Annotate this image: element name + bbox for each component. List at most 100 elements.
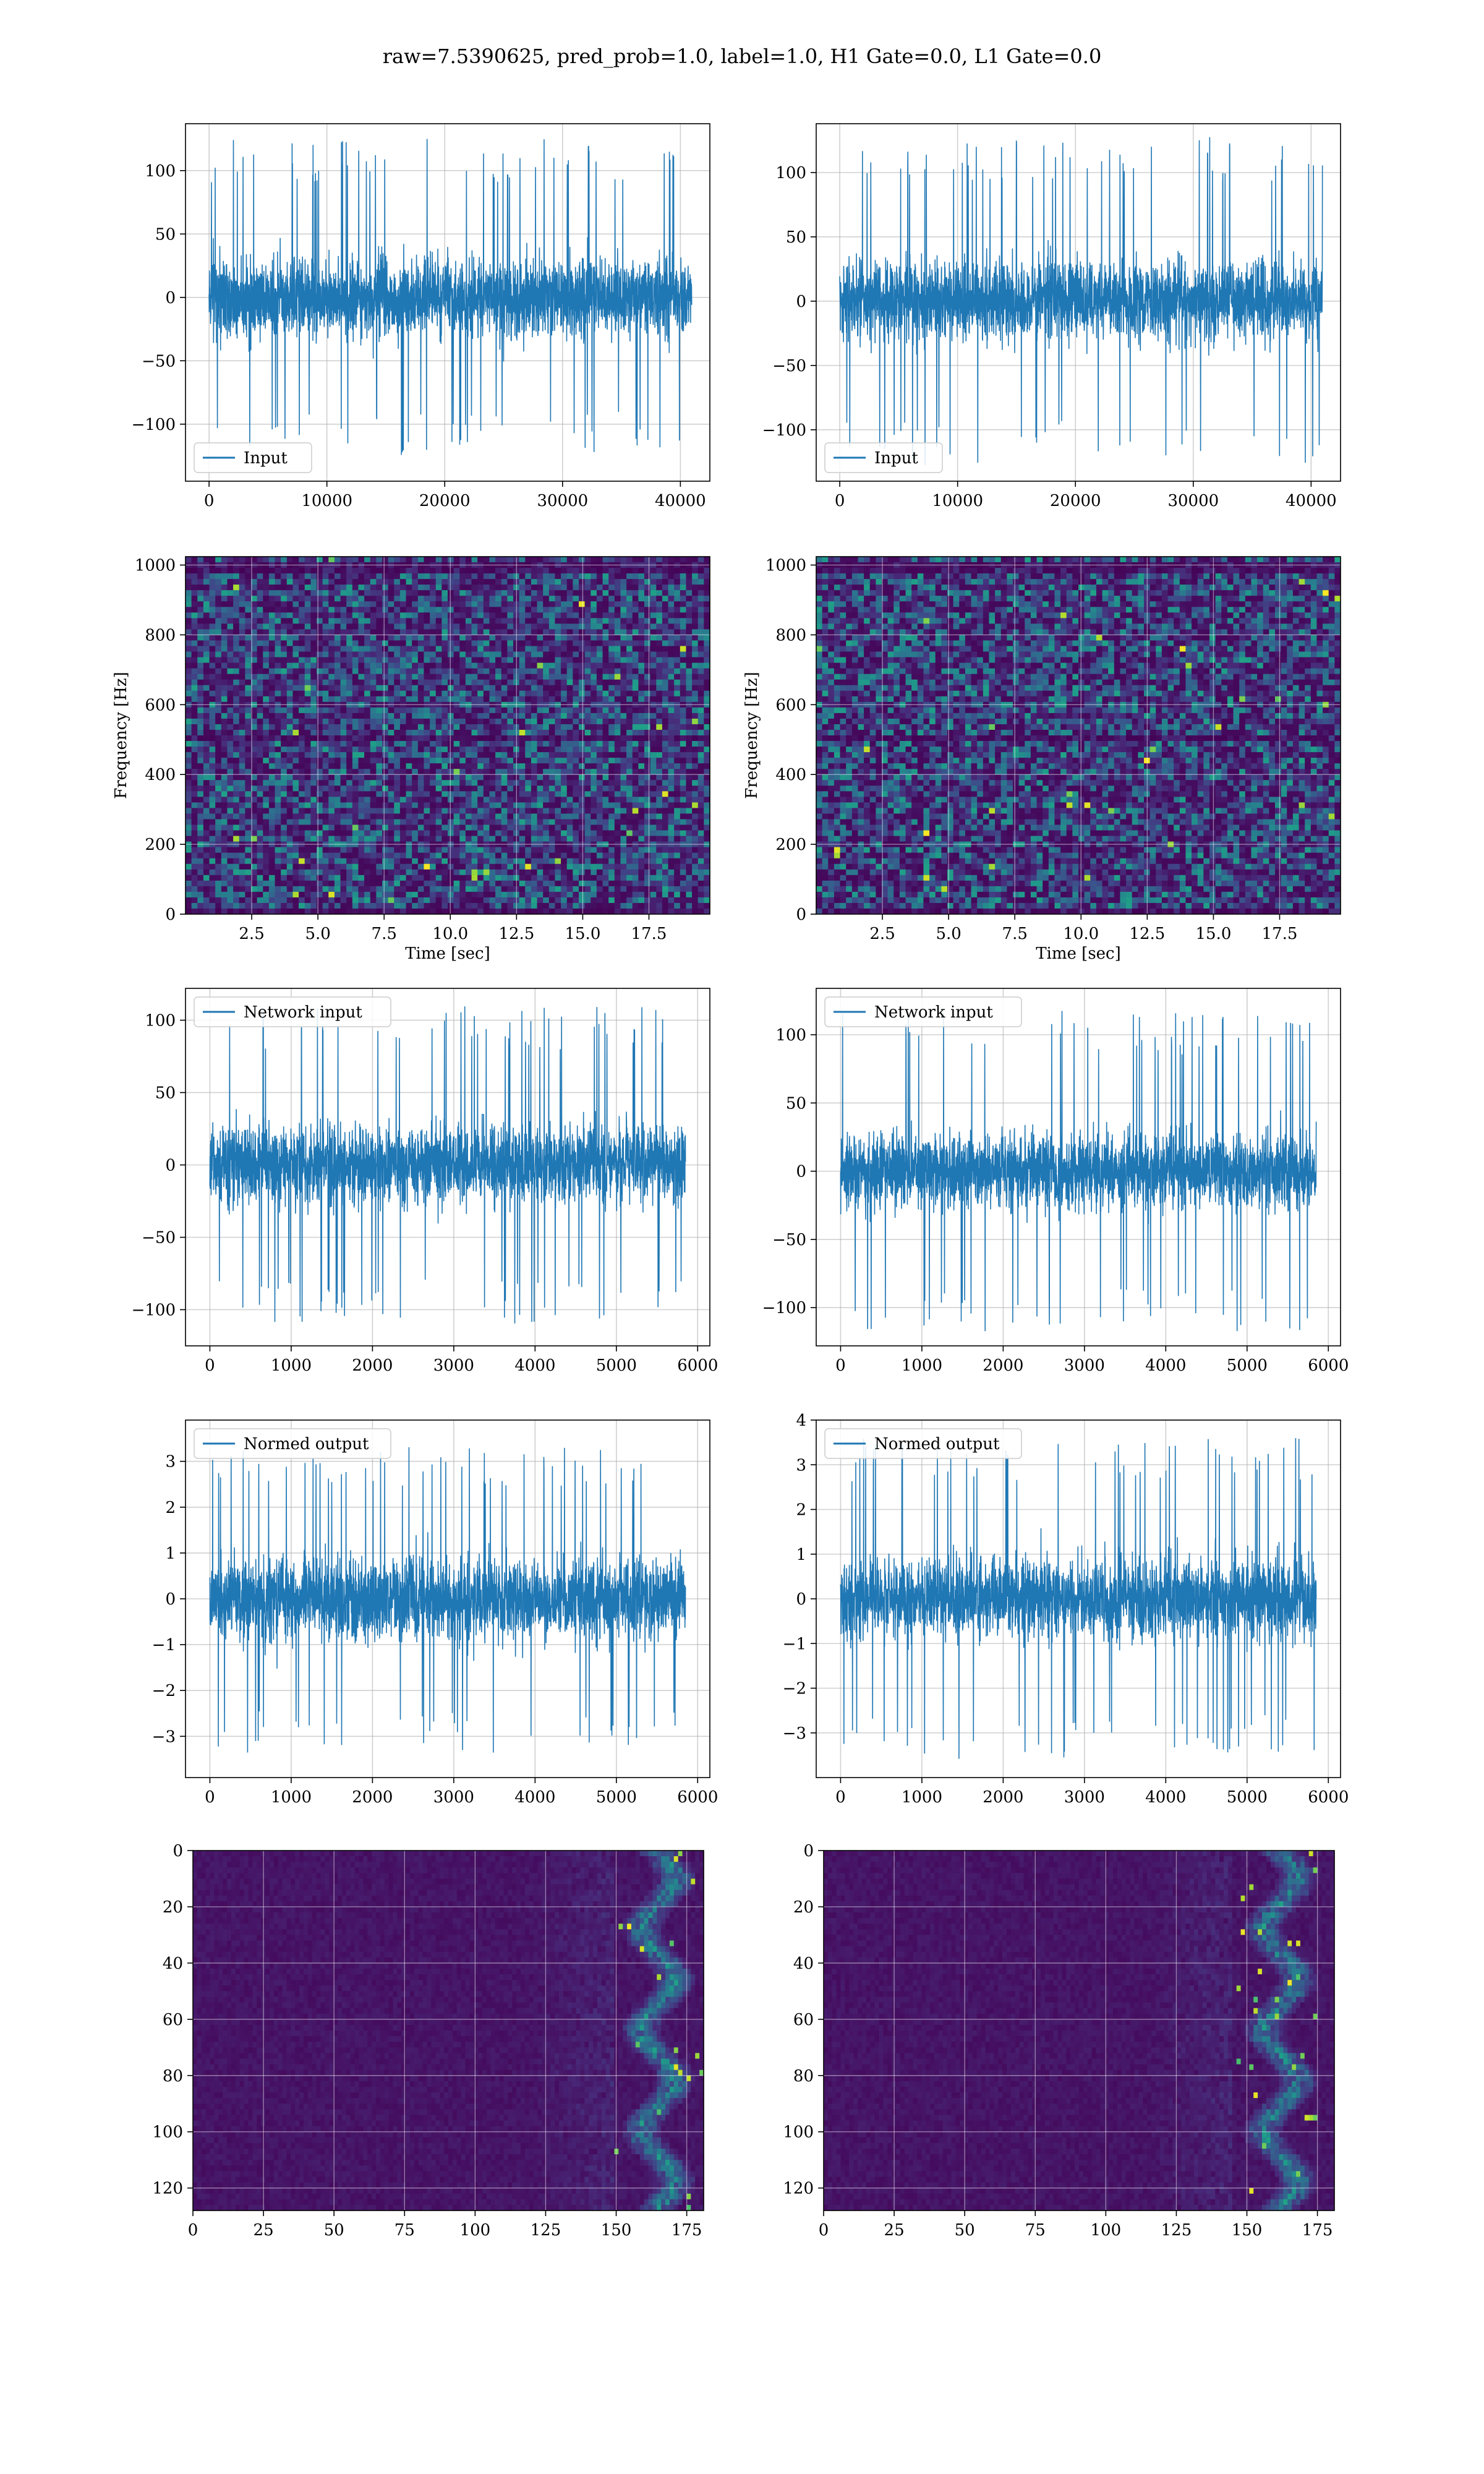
y-tick-label: 1 — [165, 1544, 176, 1563]
series-line — [839, 137, 1323, 466]
y-tick-label: 200 — [145, 836, 176, 854]
legend-label: Normed output — [244, 1435, 369, 1453]
y-tick-label: 120 — [152, 2180, 183, 2198]
y-tick-label: 600 — [145, 696, 176, 714]
legend: Input — [194, 442, 312, 473]
x-tick-label: 125 — [1161, 2221, 1192, 2240]
x-tick-label: 75 — [1025, 2221, 1046, 2240]
y-tick-label: −2 — [152, 1682, 176, 1700]
x-tick-label: 100 — [1091, 2221, 1122, 2240]
y-axis-label: Frequency [Hz] — [743, 672, 761, 799]
y-tick-label: 40 — [793, 1954, 814, 1973]
x-tick-label: 0 — [835, 1788, 846, 1807]
x-tick-label: 6000 — [1308, 1788, 1349, 1807]
y-tick-label: 0 — [796, 293, 806, 311]
y-tick-label: 50 — [155, 1084, 176, 1102]
x-tick-label: 0 — [204, 492, 215, 510]
x-tick-label: 125 — [531, 2221, 561, 2240]
y-tick-label: 50 — [786, 1094, 806, 1113]
x-tick-label: 20000 — [419, 492, 471, 510]
tick-labels: 0 1000 2000 3000 4000 5000 6000 −100 −50 0 50 100 — [132, 1011, 719, 1375]
y-tick-label: 100 — [145, 162, 176, 181]
y-tick-label: 100 — [775, 1026, 806, 1045]
x-tick-label: 30000 — [1167, 492, 1219, 510]
subplot-r0c1: Input 0 10000 20000 30000 40000 −100 −50 0 50 100 — [762, 123, 1341, 510]
y-tick-label: 3 — [796, 1456, 806, 1475]
x-tick-label: 10.0 — [1063, 925, 1099, 943]
subplot-r4c1: 0 25 50 75 100 125 150 175 0 20 40 60 80 100 120 — [783, 1842, 1335, 2240]
series-line — [840, 1011, 1317, 1332]
y-tick-label: −3 — [152, 1727, 176, 1746]
x-tick-label: 4000 — [514, 1356, 555, 1375]
subplot-r4c0: 0 25 50 75 100 125 150 175 0 20 40 60 80 100 120 — [152, 1842, 704, 2240]
y-tick-label: −100 — [132, 1301, 176, 1319]
x-tick-label: 150 — [601, 2221, 632, 2240]
y-tick-label: 0 — [165, 1156, 176, 1175]
y-tick-label: 50 — [786, 228, 806, 247]
tick-labels: 0 10000 20000 30000 40000 −100 −50 0 50 100 — [762, 164, 1337, 510]
legend-label: Network input — [874, 1003, 993, 1022]
tick-labels: 2.5 5.0 7.5 10.0 12.5 15.0 17.5 0 200 400 600 800 10… — [765, 557, 1298, 943]
subplot-r1c1: 2.5 5.0 7.5 10.0 12.5 15.0 17.5 0 200 400 600 800 10… — [743, 556, 1341, 963]
y-tick-label: 4 — [796, 1411, 806, 1430]
x-tick-label: 2000 — [352, 1788, 393, 1807]
y-tick-label: 60 — [793, 2011, 814, 2029]
x-tick-label: 150 — [1232, 2221, 1263, 2240]
y-tick-label: 100 — [152, 2123, 183, 2142]
x-tick-label: 15.0 — [1195, 925, 1231, 943]
heatmap-cells — [186, 557, 710, 914]
axes-frame — [192, 1850, 704, 2211]
x-tick-label: 50 — [324, 2221, 344, 2240]
tick-labels: 0 1000 2000 3000 4000 5000 6000 −3 −2 −1 0 1 2 3 4 — [783, 1411, 1349, 1807]
tick-labels: 0 1000 2000 3000 4000 5000 6000 −3 −2 −1 0 1 2 3 — [152, 1453, 719, 1807]
x-tick-label: 6000 — [1308, 1356, 1349, 1375]
x-tick-label: 0 — [205, 1356, 215, 1375]
x-tick-label: 7.5 — [372, 925, 397, 943]
legend-label: Normed output — [874, 1435, 1000, 1453]
y-tick-label: 2 — [165, 1499, 176, 1517]
y-tick-label: 0 — [173, 1842, 183, 1860]
x-tick-label: 1000 — [271, 1356, 312, 1375]
x-tick-label: 175 — [672, 2221, 702, 2240]
x-tick-label: 12.5 — [498, 925, 534, 943]
y-tick-label: −50 — [142, 352, 176, 370]
x-tick-label: 5000 — [1227, 1788, 1268, 1807]
x-tick-label: 5.0 — [936, 925, 961, 943]
x-tick-label: 15.0 — [565, 925, 600, 943]
legend: Normed output — [194, 1428, 391, 1459]
y-tick-label: 400 — [145, 766, 176, 784]
x-tick-label: 5.0 — [305, 925, 330, 943]
subplot-r3c0: Normed output 0 1000 2000 3000 4000 5000 6000 −3… — [152, 1419, 719, 1807]
axes-frame — [816, 988, 1341, 1346]
y-tick-label: −100 — [762, 421, 806, 440]
grid-lines — [186, 557, 710, 915]
x-tick-label: 5000 — [1227, 1356, 1268, 1375]
y-tick-label: 1000 — [135, 557, 176, 575]
x-tick-label: 4000 — [1145, 1788, 1186, 1807]
x-tick-label: 3000 — [433, 1788, 474, 1807]
y-axis-label: Frequency [Hz] — [112, 672, 130, 799]
axes-frame — [185, 123, 710, 482]
x-tick-label: 2000 — [352, 1356, 393, 1375]
series-line — [209, 1447, 686, 1753]
x-tick-label: 10.0 — [432, 925, 468, 943]
y-tick-label: 3 — [165, 1453, 176, 1471]
y-tick-label: 800 — [775, 626, 806, 644]
x-tick-label: 5000 — [596, 1356, 637, 1375]
series-line — [209, 1006, 686, 1324]
x-tick-label: 5000 — [596, 1788, 637, 1807]
y-tick-label: 40 — [163, 1954, 183, 1973]
axes-frame — [816, 556, 1341, 915]
subplot-r1c0: 2.5 5.0 7.5 10.0 12.5 15.0 17.5 0 200 400 600 800 10… — [112, 556, 710, 963]
x-tick-label: 4000 — [1145, 1356, 1186, 1375]
y-tick-label: 0 — [165, 1590, 176, 1609]
y-tick-label: 1 — [796, 1546, 806, 1564]
x-tick-label: 4000 — [514, 1788, 555, 1807]
y-tick-label: 50 — [155, 225, 176, 244]
x-tick-label: 175 — [1302, 2221, 1333, 2240]
x-tick-label: 2000 — [983, 1788, 1023, 1807]
x-tick-label: 3000 — [433, 1356, 474, 1375]
